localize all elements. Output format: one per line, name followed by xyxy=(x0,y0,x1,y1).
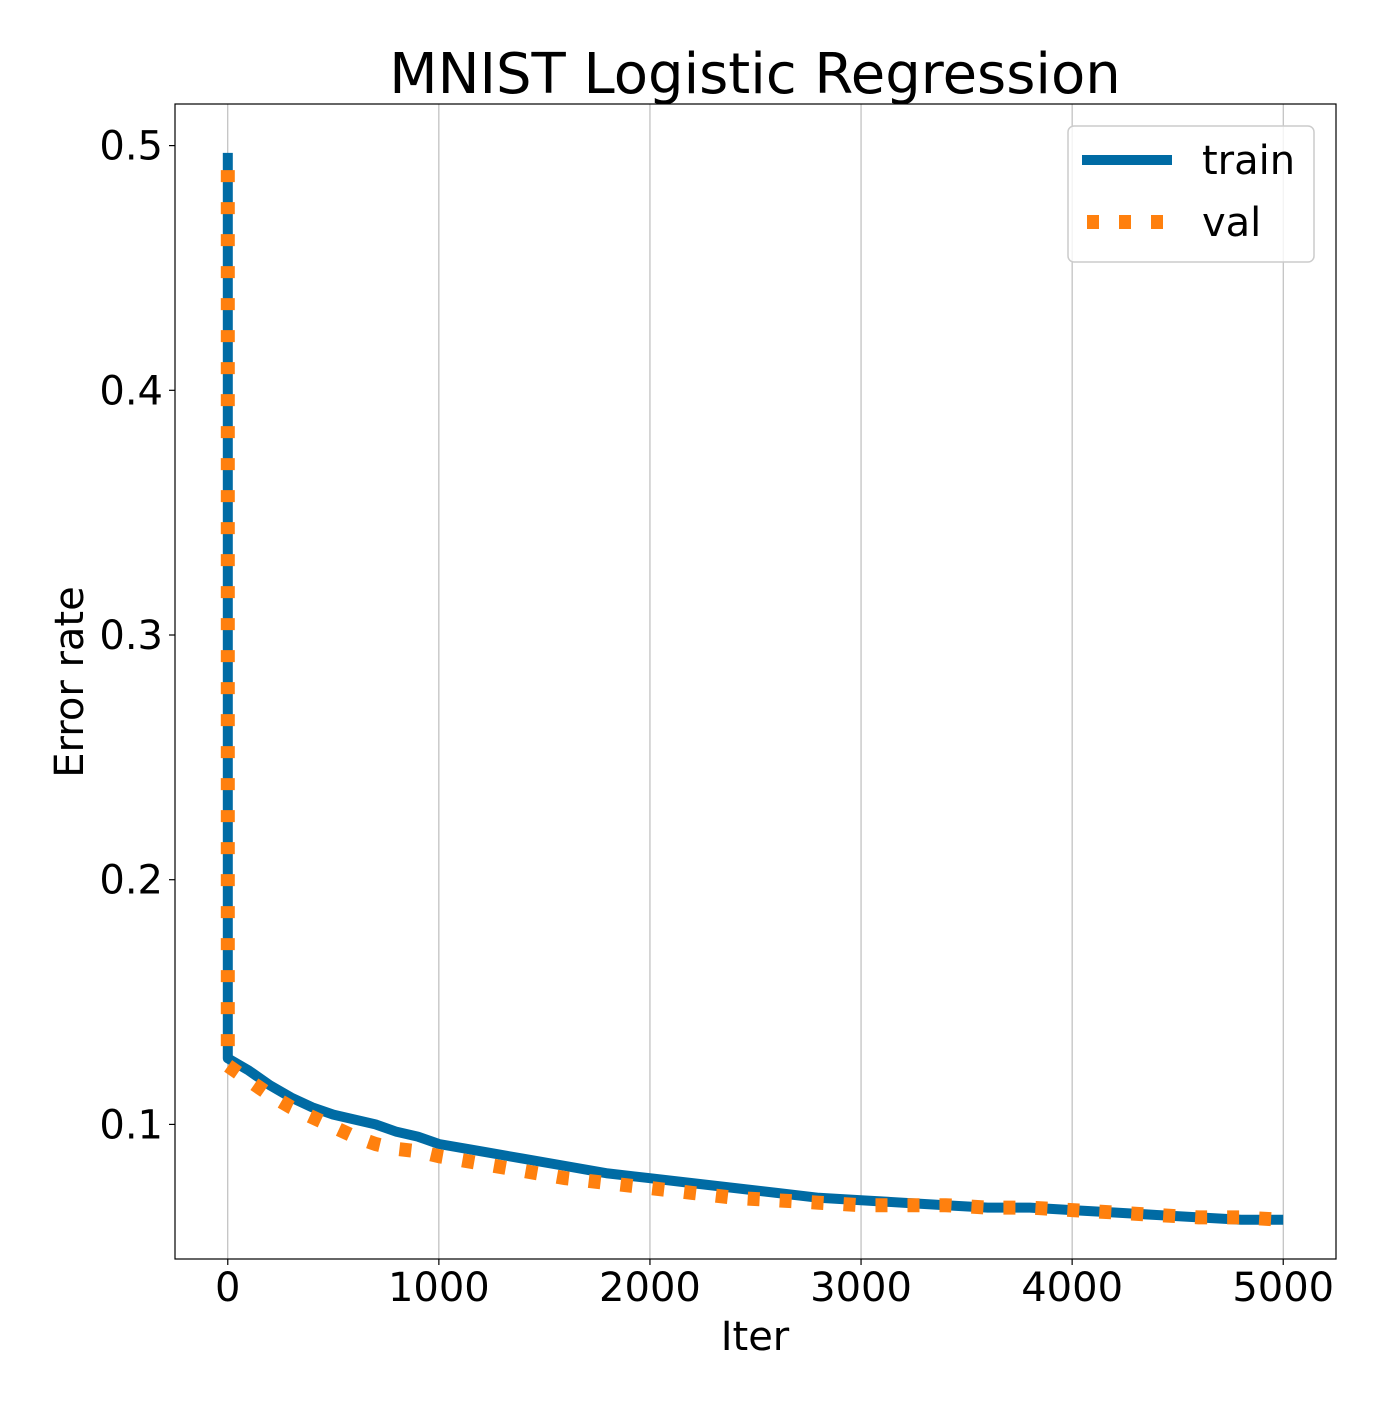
legend-label-val: val xyxy=(1202,200,1261,246)
series-line-train xyxy=(222,152,1284,1225)
x-axis-label: Iter xyxy=(721,1314,790,1360)
x-tick-label: 2000 xyxy=(599,1265,701,1311)
y-tick-label: 0.5 xyxy=(99,124,163,170)
x-tick-label: 0 xyxy=(215,1265,240,1311)
tick-layer: 0 1000 2000 3000 4000 5000 0.1 0.2 0.3 0.4 0.5 xyxy=(99,124,1334,1311)
y-tick-label: 0.3 xyxy=(99,613,163,659)
y-tick-label: 0.4 xyxy=(99,368,163,414)
legend: train val xyxy=(1067,125,1315,263)
x-tick-label: 5000 xyxy=(1232,1265,1334,1311)
x-tick-label: 4000 xyxy=(1021,1265,1123,1311)
legend-label-train: train xyxy=(1202,138,1295,184)
y-axis-label: Error rate xyxy=(47,586,93,777)
y-tick-label: 0.1 xyxy=(99,1102,163,1148)
chart-title: MNIST Logistic Regression xyxy=(389,42,1120,107)
x-tick-label: 3000 xyxy=(810,1265,912,1311)
x-tick-label: 1000 xyxy=(388,1265,490,1311)
series-line-val xyxy=(220,170,1284,1227)
series-layer xyxy=(220,152,1284,1227)
y-tick-label: 0.2 xyxy=(99,858,163,904)
plot-area-frame xyxy=(174,103,1337,1260)
